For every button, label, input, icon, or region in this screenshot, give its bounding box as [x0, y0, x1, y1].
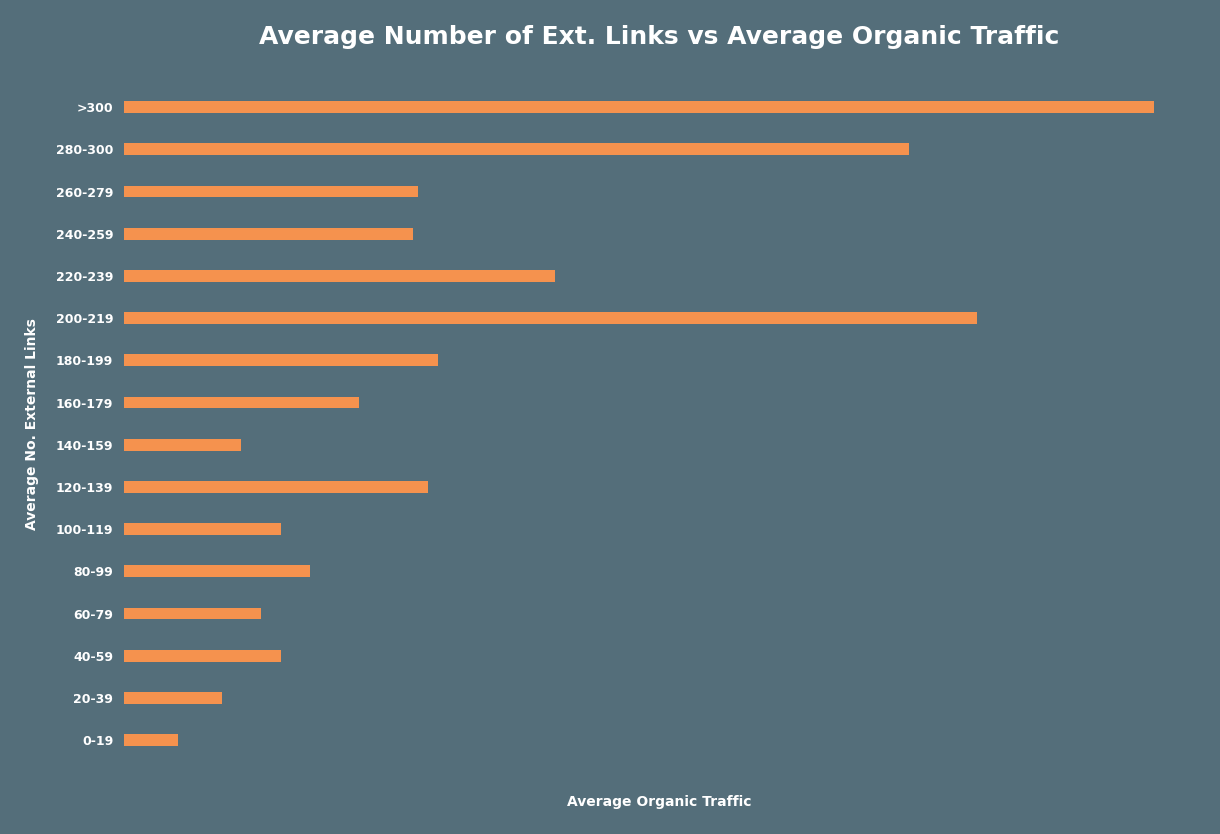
Bar — [123, 186, 418, 198]
Bar — [123, 565, 310, 577]
Bar — [123, 692, 222, 704]
Bar — [123, 228, 414, 239]
Bar — [123, 354, 438, 366]
Bar — [123, 101, 1154, 113]
Bar — [123, 523, 281, 535]
Bar — [123, 143, 909, 155]
Bar — [123, 439, 242, 450]
Y-axis label: Average No. External Links: Average No. External Links — [24, 318, 39, 530]
Bar — [123, 397, 359, 409]
Bar — [123, 608, 261, 620]
Bar — [123, 734, 178, 746]
Bar — [123, 481, 428, 493]
Bar — [123, 312, 977, 324]
Title: Average Number of Ext. Links vs Average Organic Traffic: Average Number of Ext. Links vs Average … — [259, 25, 1059, 49]
Bar — [123, 650, 281, 661]
Bar — [123, 270, 555, 282]
X-axis label: Average Organic Traffic: Average Organic Traffic — [567, 795, 752, 809]
